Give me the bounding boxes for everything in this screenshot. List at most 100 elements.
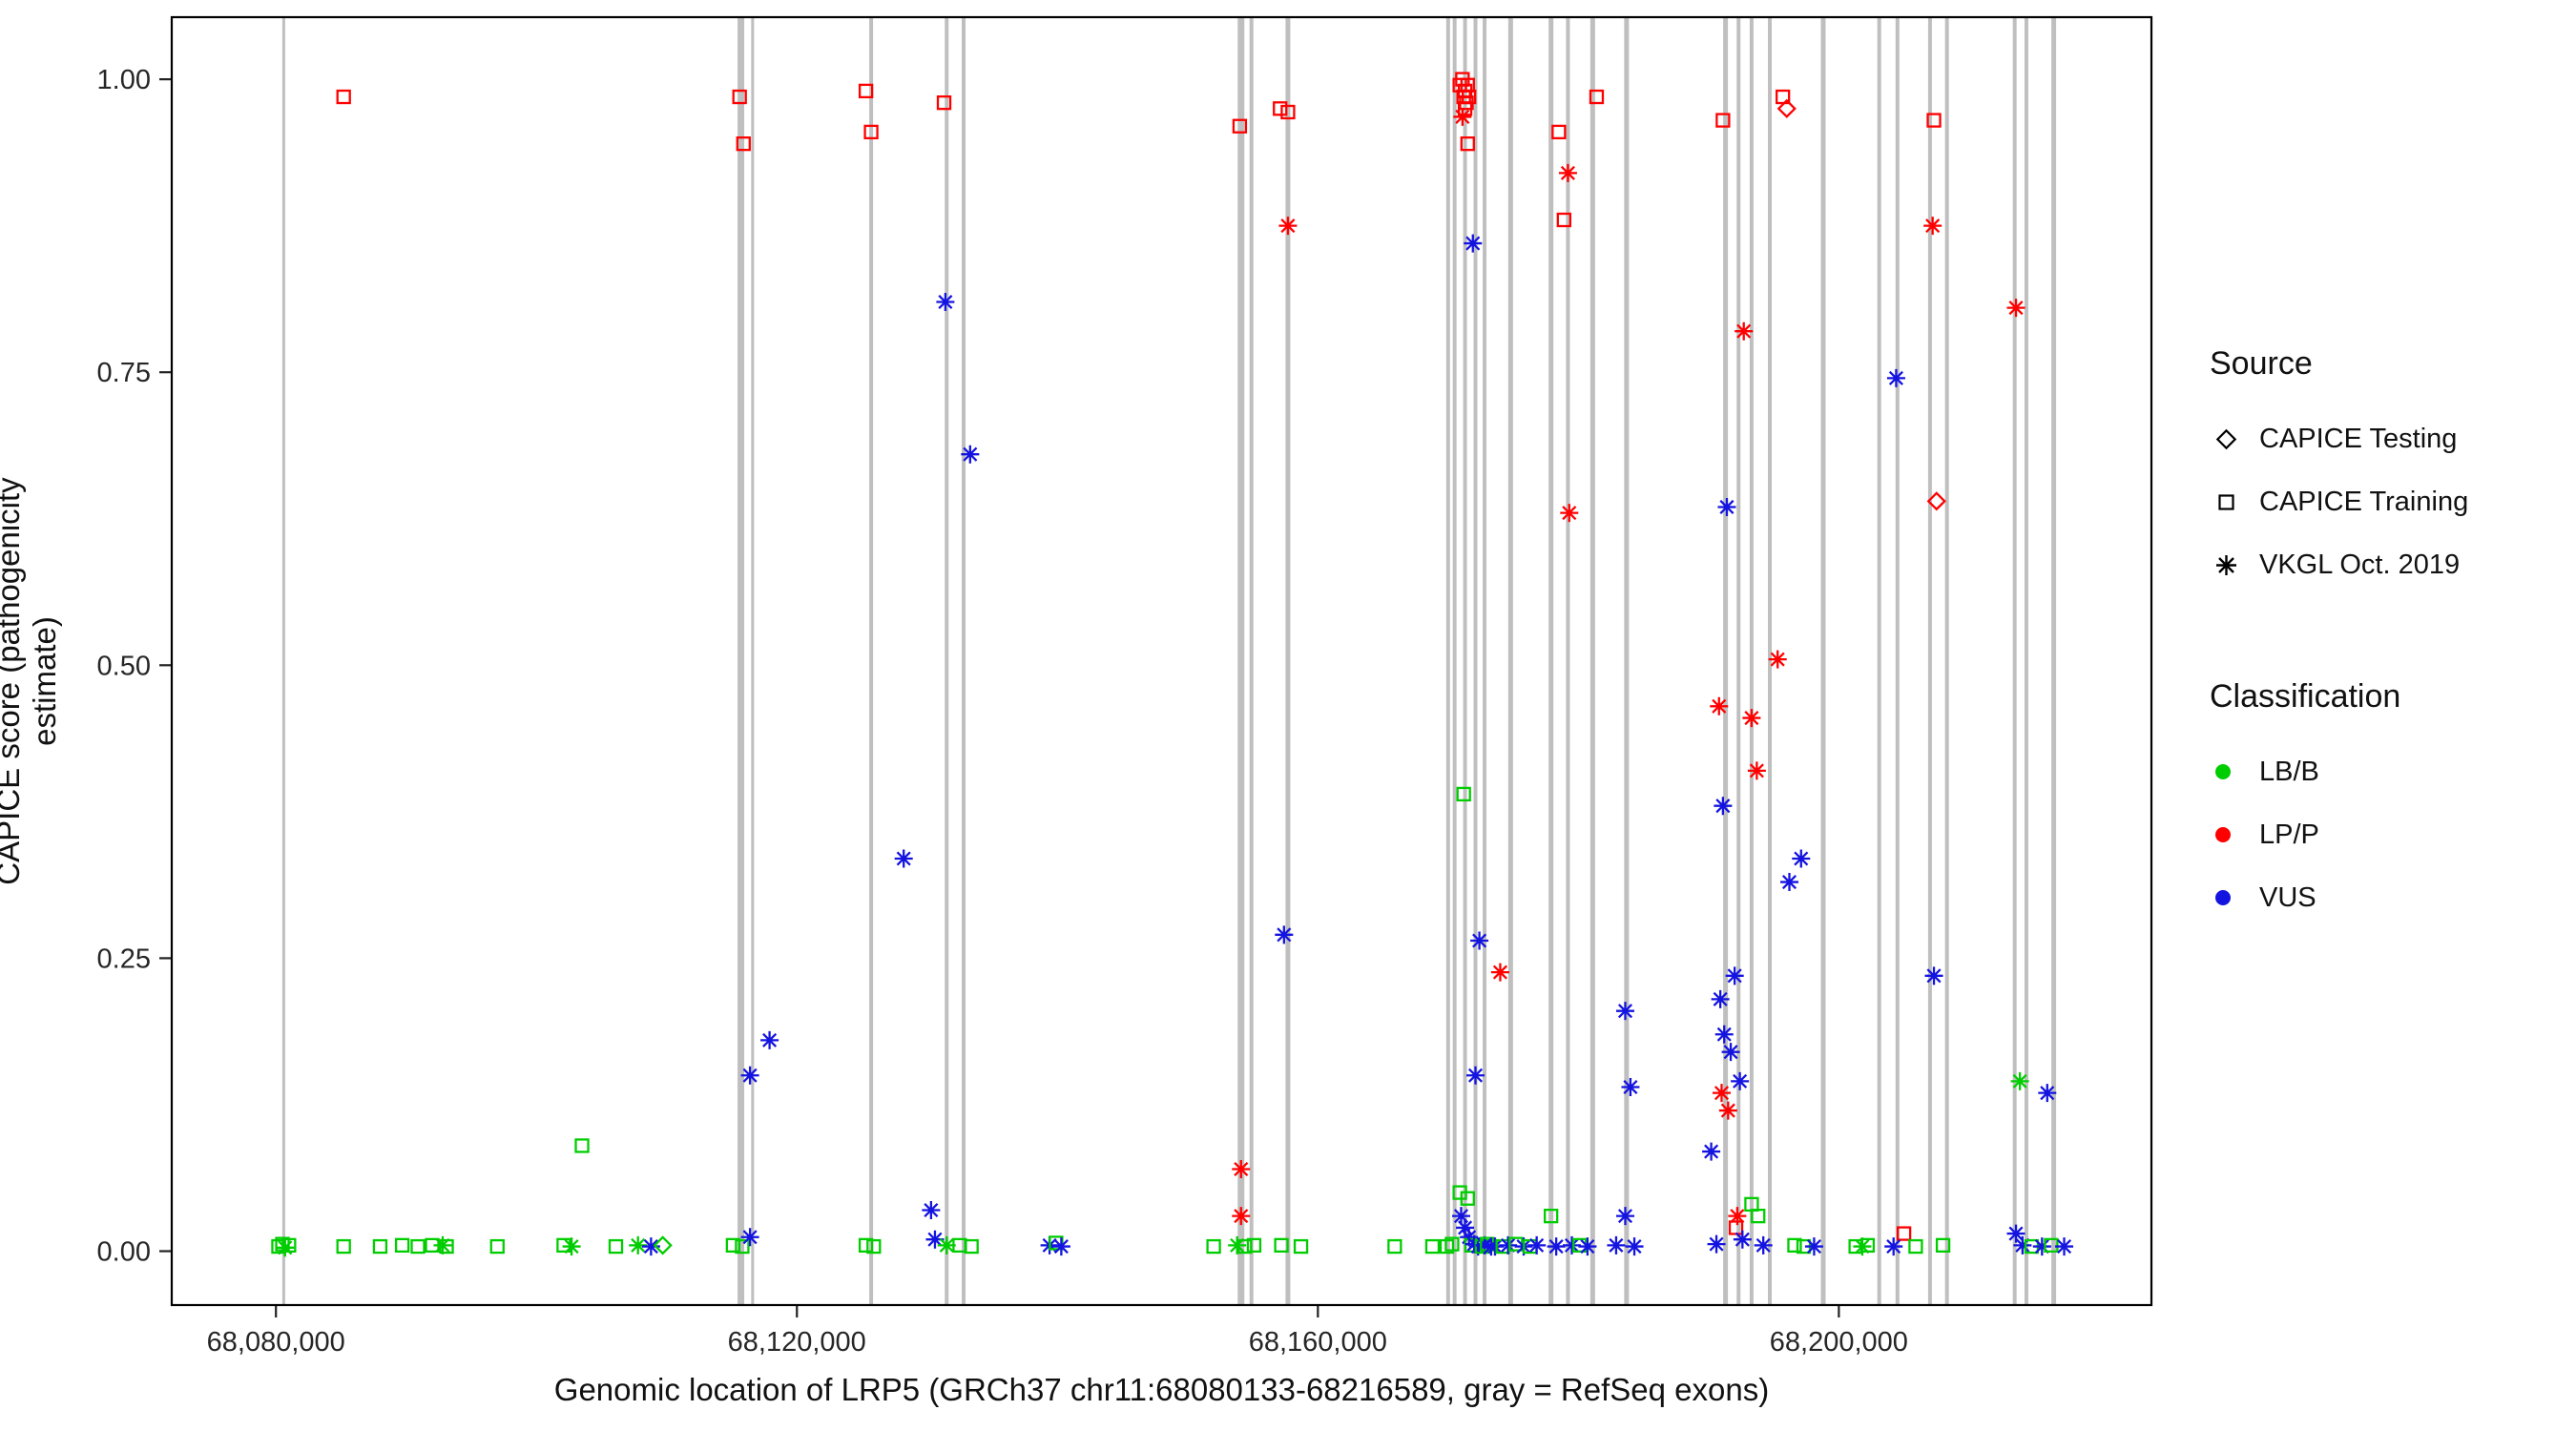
diamond-icon — [2210, 423, 2259, 455]
data-point — [858, 83, 874, 99]
data-point — [394, 1237, 410, 1254]
data-point — [1711, 989, 1730, 1008]
data-point — [1718, 1101, 1737, 1120]
data-point — [1490, 963, 1509, 982]
data-point — [1444, 1236, 1460, 1252]
data-point — [1702, 1142, 1721, 1161]
y-tick-label: 0.00 — [97, 1236, 151, 1267]
data-point — [1558, 163, 1577, 182]
data-point — [1460, 1191, 1475, 1206]
x-tick-label: 68,160,000 — [1249, 1327, 1387, 1358]
data-point — [1460, 136, 1475, 152]
data-point — [336, 89, 351, 105]
red-dot-icon — [2210, 827, 2259, 842]
data-point — [2044, 1237, 2059, 1254]
x-axis-title: Genomic location of LRP5 (GRCh37 chr11:6… — [553, 1372, 1770, 1407]
data-point — [641, 1237, 660, 1256]
data-point — [1751, 1208, 1766, 1224]
y-axis-title: CAPICE score (pathogenicity estimate) — [0, 477, 62, 885]
data-point — [1232, 1160, 1251, 1179]
data-point — [1742, 709, 1761, 728]
data-point — [1232, 1207, 1251, 1226]
data-point — [936, 292, 955, 311]
data-point — [740, 1066, 759, 1085]
legend-source-title: Source — [2210, 345, 2313, 382]
data-point — [1451, 1207, 1470, 1226]
y-tick-label: 0.75 — [97, 358, 151, 388]
data-point — [1713, 1084, 1732, 1103]
data-point — [1563, 1235, 1582, 1255]
data-point — [562, 1237, 581, 1256]
data-point — [489, 1238, 505, 1255]
data-point — [1896, 1226, 1912, 1241]
data-point — [1721, 1043, 1740, 1062]
data-point — [1715, 113, 1731, 128]
data-point — [1728, 1207, 1747, 1226]
y-tick-label: 0.50 — [97, 651, 151, 681]
legend-item-vkgl: VKGL Oct. 2019 — [2210, 533, 2563, 596]
data-point — [2006, 1224, 2025, 1243]
y-tick-label: 1.00 — [97, 65, 151, 95]
legend-item-label: VUS — [2259, 881, 2316, 913]
data-point — [1710, 696, 1729, 716]
data-point — [276, 1238, 295, 1257]
data-point — [1886, 368, 1905, 387]
data-point — [2006, 299, 2025, 318]
data-point — [1779, 873, 1798, 892]
data-point — [1859, 1237, 1876, 1254]
data-point — [1731, 1071, 1750, 1090]
legend-source: Source CAPICE Testing CAPICE Training — [2210, 345, 2563, 596]
data-point — [1232, 118, 1248, 134]
data-point — [725, 1237, 741, 1254]
legend-item-lpp: LP/P — [2210, 803, 2563, 866]
data-point — [1560, 504, 1579, 523]
data-point — [1387, 1238, 1402, 1255]
data-point — [735, 1238, 750, 1255]
data-point — [1924, 966, 1943, 985]
data-point — [1470, 931, 1489, 950]
data-point — [1804, 1237, 1823, 1256]
asterisk-icon — [2210, 549, 2259, 581]
data-point — [1456, 1218, 1475, 1237]
data-point — [1754, 1235, 1773, 1255]
data-point — [2013, 1235, 2032, 1255]
x-tick-label: 68,120,000 — [728, 1327, 866, 1358]
data-point — [1735, 321, 1754, 341]
legend-item-vus: VUS — [2210, 866, 2563, 929]
data-point — [1714, 1025, 1734, 1044]
data-point — [1466, 1066, 1485, 1085]
data-point — [1468, 1237, 1487, 1256]
data-point — [1206, 1238, 1221, 1255]
blue-dot-icon — [2210, 890, 2259, 905]
data-point — [961, 445, 980, 464]
legend-item-label: LB/B — [2259, 756, 2319, 787]
data-point — [1460, 1228, 1479, 1247]
data-point — [410, 1238, 426, 1255]
data-point — [1747, 761, 1766, 780]
data-point — [1275, 925, 1294, 944]
data-point — [1792, 849, 1811, 868]
data-point — [433, 1235, 452, 1255]
x-tick-label: 68,200,000 — [1770, 1327, 1908, 1358]
data-point — [736, 136, 751, 152]
data-point — [1273, 101, 1288, 116]
data-point — [1547, 1237, 1566, 1256]
data-point — [2038, 1084, 2057, 1103]
data-point — [2055, 1237, 2074, 1256]
data-point — [1544, 1208, 1559, 1224]
data-point — [1556, 212, 1571, 228]
y-tick-label: 0.25 — [97, 944, 151, 974]
data-point — [858, 1237, 874, 1254]
legend-item-label: CAPICE Training — [2259, 486, 2469, 517]
data-point — [439, 1238, 454, 1255]
data-point — [1884, 1237, 1903, 1256]
data-point — [1465, 1234, 1484, 1254]
data-point — [2032, 1237, 2051, 1256]
data-point — [1725, 966, 1744, 985]
green-dot-icon — [2210, 764, 2259, 779]
data-point — [2010, 1071, 2029, 1090]
data-point — [732, 89, 747, 105]
data-point — [1475, 1235, 1494, 1255]
